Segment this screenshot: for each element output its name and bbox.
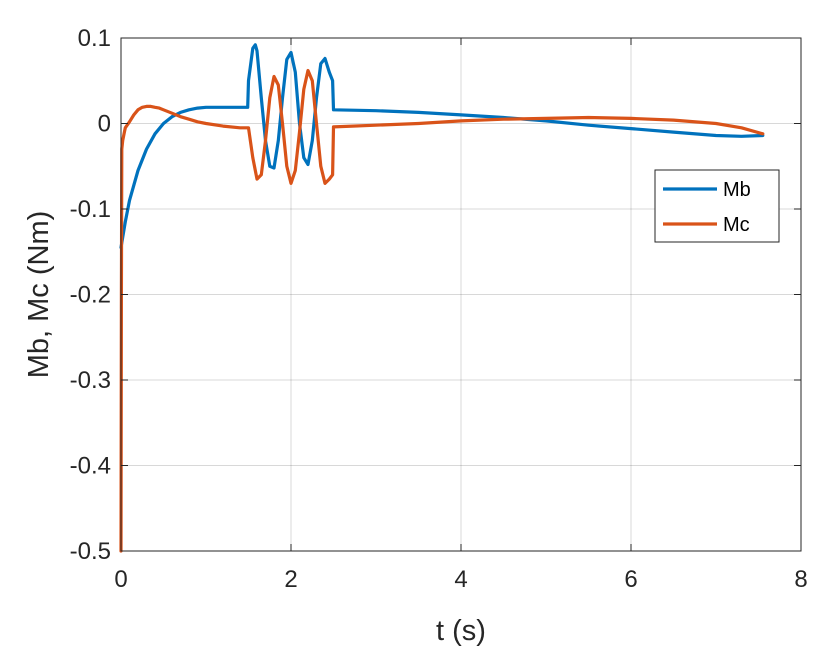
series-line-mb [119, 43, 765, 250]
x-tick-label: 2 [284, 566, 297, 593]
y-tick-label: -0.2 [70, 282, 111, 309]
y-tick-label: -0.5 [70, 538, 111, 565]
x-tick-labels: 0 2 4 6 8 [114, 566, 807, 593]
y-tick-label: 0.1 [78, 25, 111, 52]
x-tick-label: 4 [454, 566, 467, 593]
x-tick-label: 0 [114, 566, 127, 593]
y-axis-title: Mb, Mc (Nm) [23, 211, 55, 379]
y-tick-label: -0.1 [70, 196, 111, 223]
legend-label-mc: Mc [723, 214, 750, 236]
series-layer [119, 43, 765, 553]
y-tick-labels: 0.1 0 -0.1 -0.2 -0.3 -0.4 -0.5 [70, 25, 111, 565]
x-axis-title: t (s) [436, 615, 486, 647]
legend-box [654, 169, 780, 243]
series-line-mc [119, 68, 765, 553]
y-tick-label: -0.3 [70, 367, 111, 394]
x-tick-label: 8 [794, 566, 807, 593]
tick-marks [120, 37, 802, 552]
legend: Mb Mc [654, 169, 780, 243]
x-tick-label: 6 [624, 566, 637, 593]
y-tick-label: 0 [98, 111, 111, 138]
y-tick-label: -0.4 [70, 453, 111, 480]
legend-label-mb: Mb [723, 179, 751, 201]
